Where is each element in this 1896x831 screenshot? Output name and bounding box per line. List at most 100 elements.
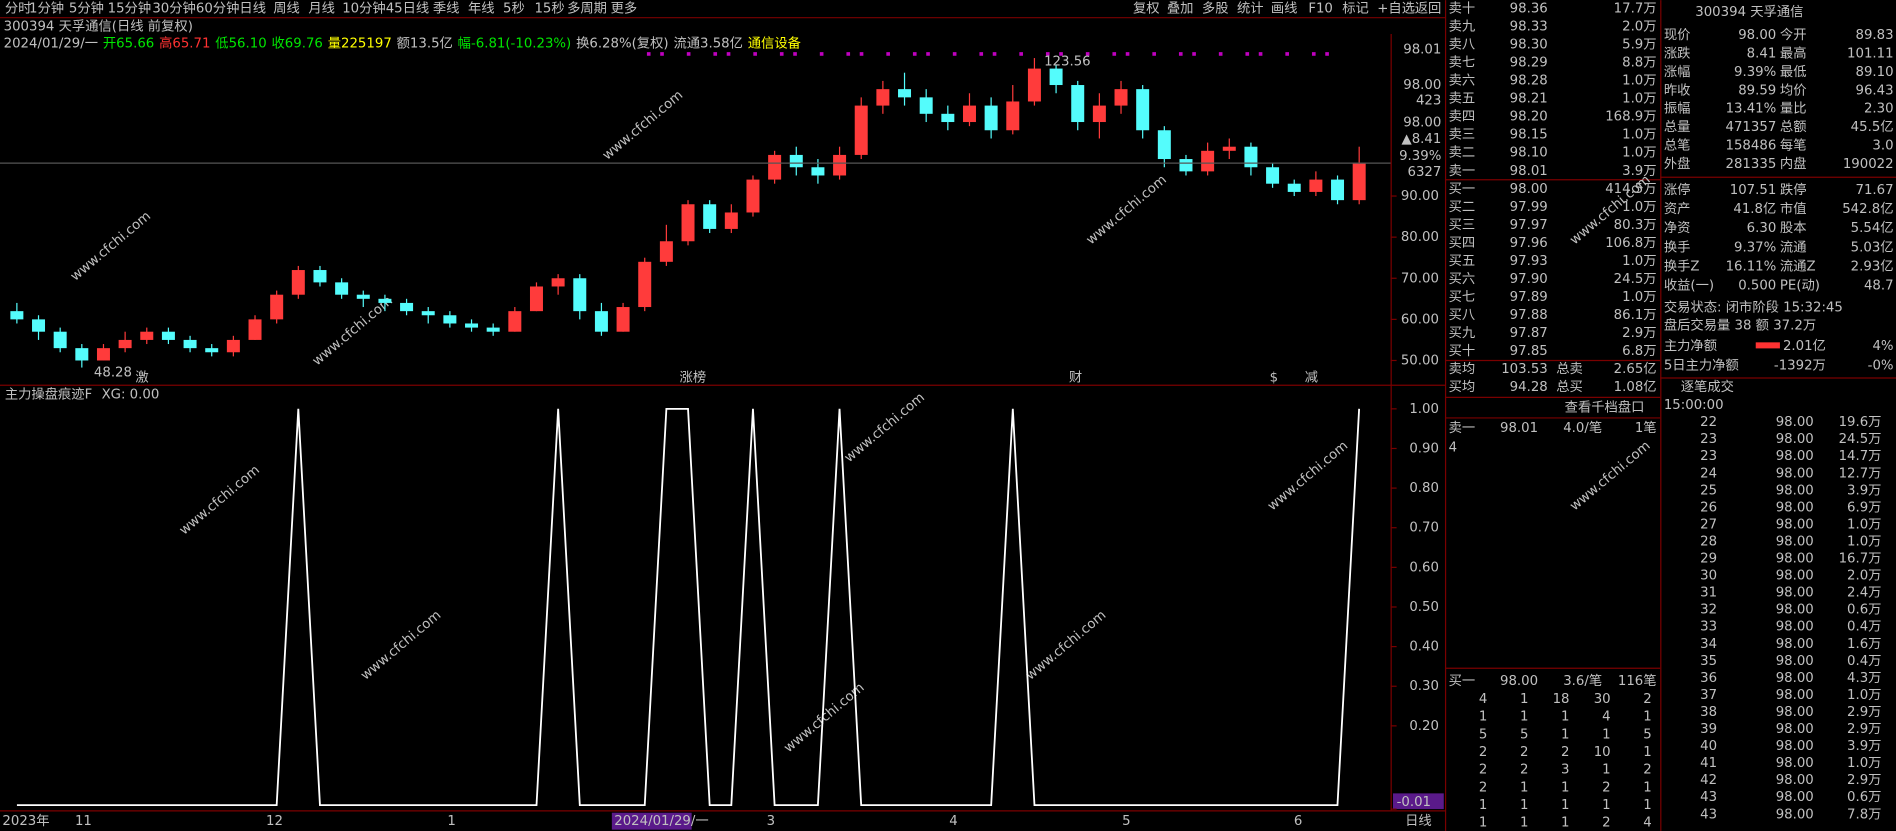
quote-value: 471357 [1726,120,1777,135]
quote-value: 2.93亿 [1851,258,1894,274]
quote-value: 71.67 [1856,183,1894,198]
info-item: 高65.71 [159,35,210,52]
period-tab[interactable]: 15分钟 [108,0,152,17]
bid-volume: 80.3万 [1614,218,1657,233]
period-tab[interactable]: 月线 [308,1,335,17]
quote-label: 流通Z [1780,258,1816,274]
tick-price: 98.00 [1776,432,1814,447]
candle-body [1352,163,1366,201]
tick-volume: 3.9万 [1847,739,1881,754]
tick-volume: 2.9万 [1847,705,1881,720]
tick-volume: 0.4万 [1847,654,1881,669]
period-tab[interactable]: 季线 [433,1,460,17]
depth-link[interactable]: 查看千档盘口 [1565,399,1645,416]
candle-body [746,179,760,213]
quote-label: 换手Z [1664,258,1700,274]
tool-button[interactable]: 叠加 [1167,1,1194,17]
bid-order: 4 [1479,692,1487,707]
quote-value: 89.83 [1856,28,1894,43]
period-tab[interactable]: 日线 [239,1,266,17]
tool-button[interactable]: 统计 [1237,1,1264,17]
info-item: 收69.76 [272,36,323,52]
period-tab[interactable]: 60分钟 [196,0,240,17]
candle-body [594,311,608,332]
ask-label: 卖一 [1449,163,1476,179]
tick-price: 98.00 [1776,671,1814,686]
tool-button[interactable]: 标记 [1342,1,1369,17]
bid-label: 买五 [1449,253,1476,269]
period-tab[interactable]: 1分钟 [29,0,64,17]
candle-body [465,323,479,328]
period-tab[interactable]: 年线 [468,1,495,17]
tool-button[interactable]: +自选 [1377,1,1415,17]
period-tab[interactable]: 5分钟 [69,0,104,17]
x-tick-label: 2023年 [2,813,49,829]
tick-volume: 3.9万 [1847,483,1881,498]
tick-volume: 14.7万 [1839,449,1882,464]
bid-order: 2 [1520,763,1528,778]
period-tab[interactable]: 5秒 [503,1,525,17]
quote-value: 89.59 [1738,83,1776,98]
quote-label: 内盘 [1780,155,1807,172]
y-tick-label: 0.30 [1409,679,1439,694]
period-tab[interactable]: 多周期 [567,0,607,17]
tick-volume: 1.6万 [1847,637,1881,652]
info-line: 2024/01/29/一 开65.66 高65.71 低56.10 收69.76 量225… [4,35,801,52]
tick-price: 98.00 [1776,534,1814,549]
candle-body [919,97,933,114]
bid-order: 5 [1520,727,1528,742]
bid-order: 1 [1643,710,1651,725]
date-highlight [611,812,692,830]
signal-dot [1325,52,1329,56]
ask-volume: 5.9万 [1622,38,1656,53]
tool-button[interactable]: F10 [1308,2,1333,17]
bid-price: 97.88 [1510,308,1548,323]
signal-dot [753,52,757,56]
tick-minute: 43 [1700,807,1717,822]
period-tab[interactable]: 45日线 [386,1,430,17]
tick-price: 98.00 [1776,483,1814,498]
bid-order: 2 [1643,763,1651,778]
candle-body [140,331,154,340]
candle-body [96,348,110,361]
bid-label: 买一 [1449,181,1476,197]
tick-minute: 43 [1700,790,1717,805]
tool-button[interactable]: 画线 [1271,1,1298,17]
tool-button[interactable]: 多股 [1202,0,1229,17]
period-tab[interactable]: 更多 [611,0,638,17]
bid-order: 1 [1479,710,1487,725]
queue-cell: 4.0/笔 [1563,420,1602,436]
period-tab[interactable]: 30分钟 [152,0,196,17]
period-tab[interactable]: 周线 [273,1,300,17]
quote-value: 101.11 [1847,47,1894,62]
candle-body [854,105,868,155]
bid-volume: 24.5万 [1614,272,1657,287]
tick-volume: 7.8万 [1847,807,1881,822]
tool-button[interactable]: 复权 [1133,0,1160,17]
period-tab[interactable]: 15秒 [534,1,564,17]
quote-value: 107.51 [1730,183,1777,198]
bid-order: 2 [1520,745,1528,760]
x-tick-label: 12 [266,814,283,829]
candle-body [962,105,976,123]
period-tab[interactable]: 10分钟 [342,0,386,17]
bid-price: 97.87 [1510,326,1548,341]
quote-value: 0.500 [1738,279,1776,294]
candle-body [984,105,998,131]
avg-price: 94.28 [1510,380,1548,395]
quote-label: 收益(一) [1664,278,1714,294]
quote-value: 13.41% [1726,102,1777,117]
tick-minute: 39 [1700,722,1717,737]
event-marker: 减 [1305,369,1318,385]
quote-value: 89.10 [1856,65,1894,80]
tick-title: 逐笔成交 [1681,378,1734,395]
period-tab[interactable]: 分时 [5,1,32,17]
candle-body [1114,89,1128,106]
candle-body [768,154,782,180]
queue-cell: 98.01 [1500,421,1538,436]
bid-order: 2 [1479,763,1487,778]
queue-cell: 1笔 [1635,420,1657,436]
signal-dot [1112,52,1117,56]
tool-button[interactable]: 返回 [1415,1,1442,17]
bid-order: 2 [1479,780,1487,795]
